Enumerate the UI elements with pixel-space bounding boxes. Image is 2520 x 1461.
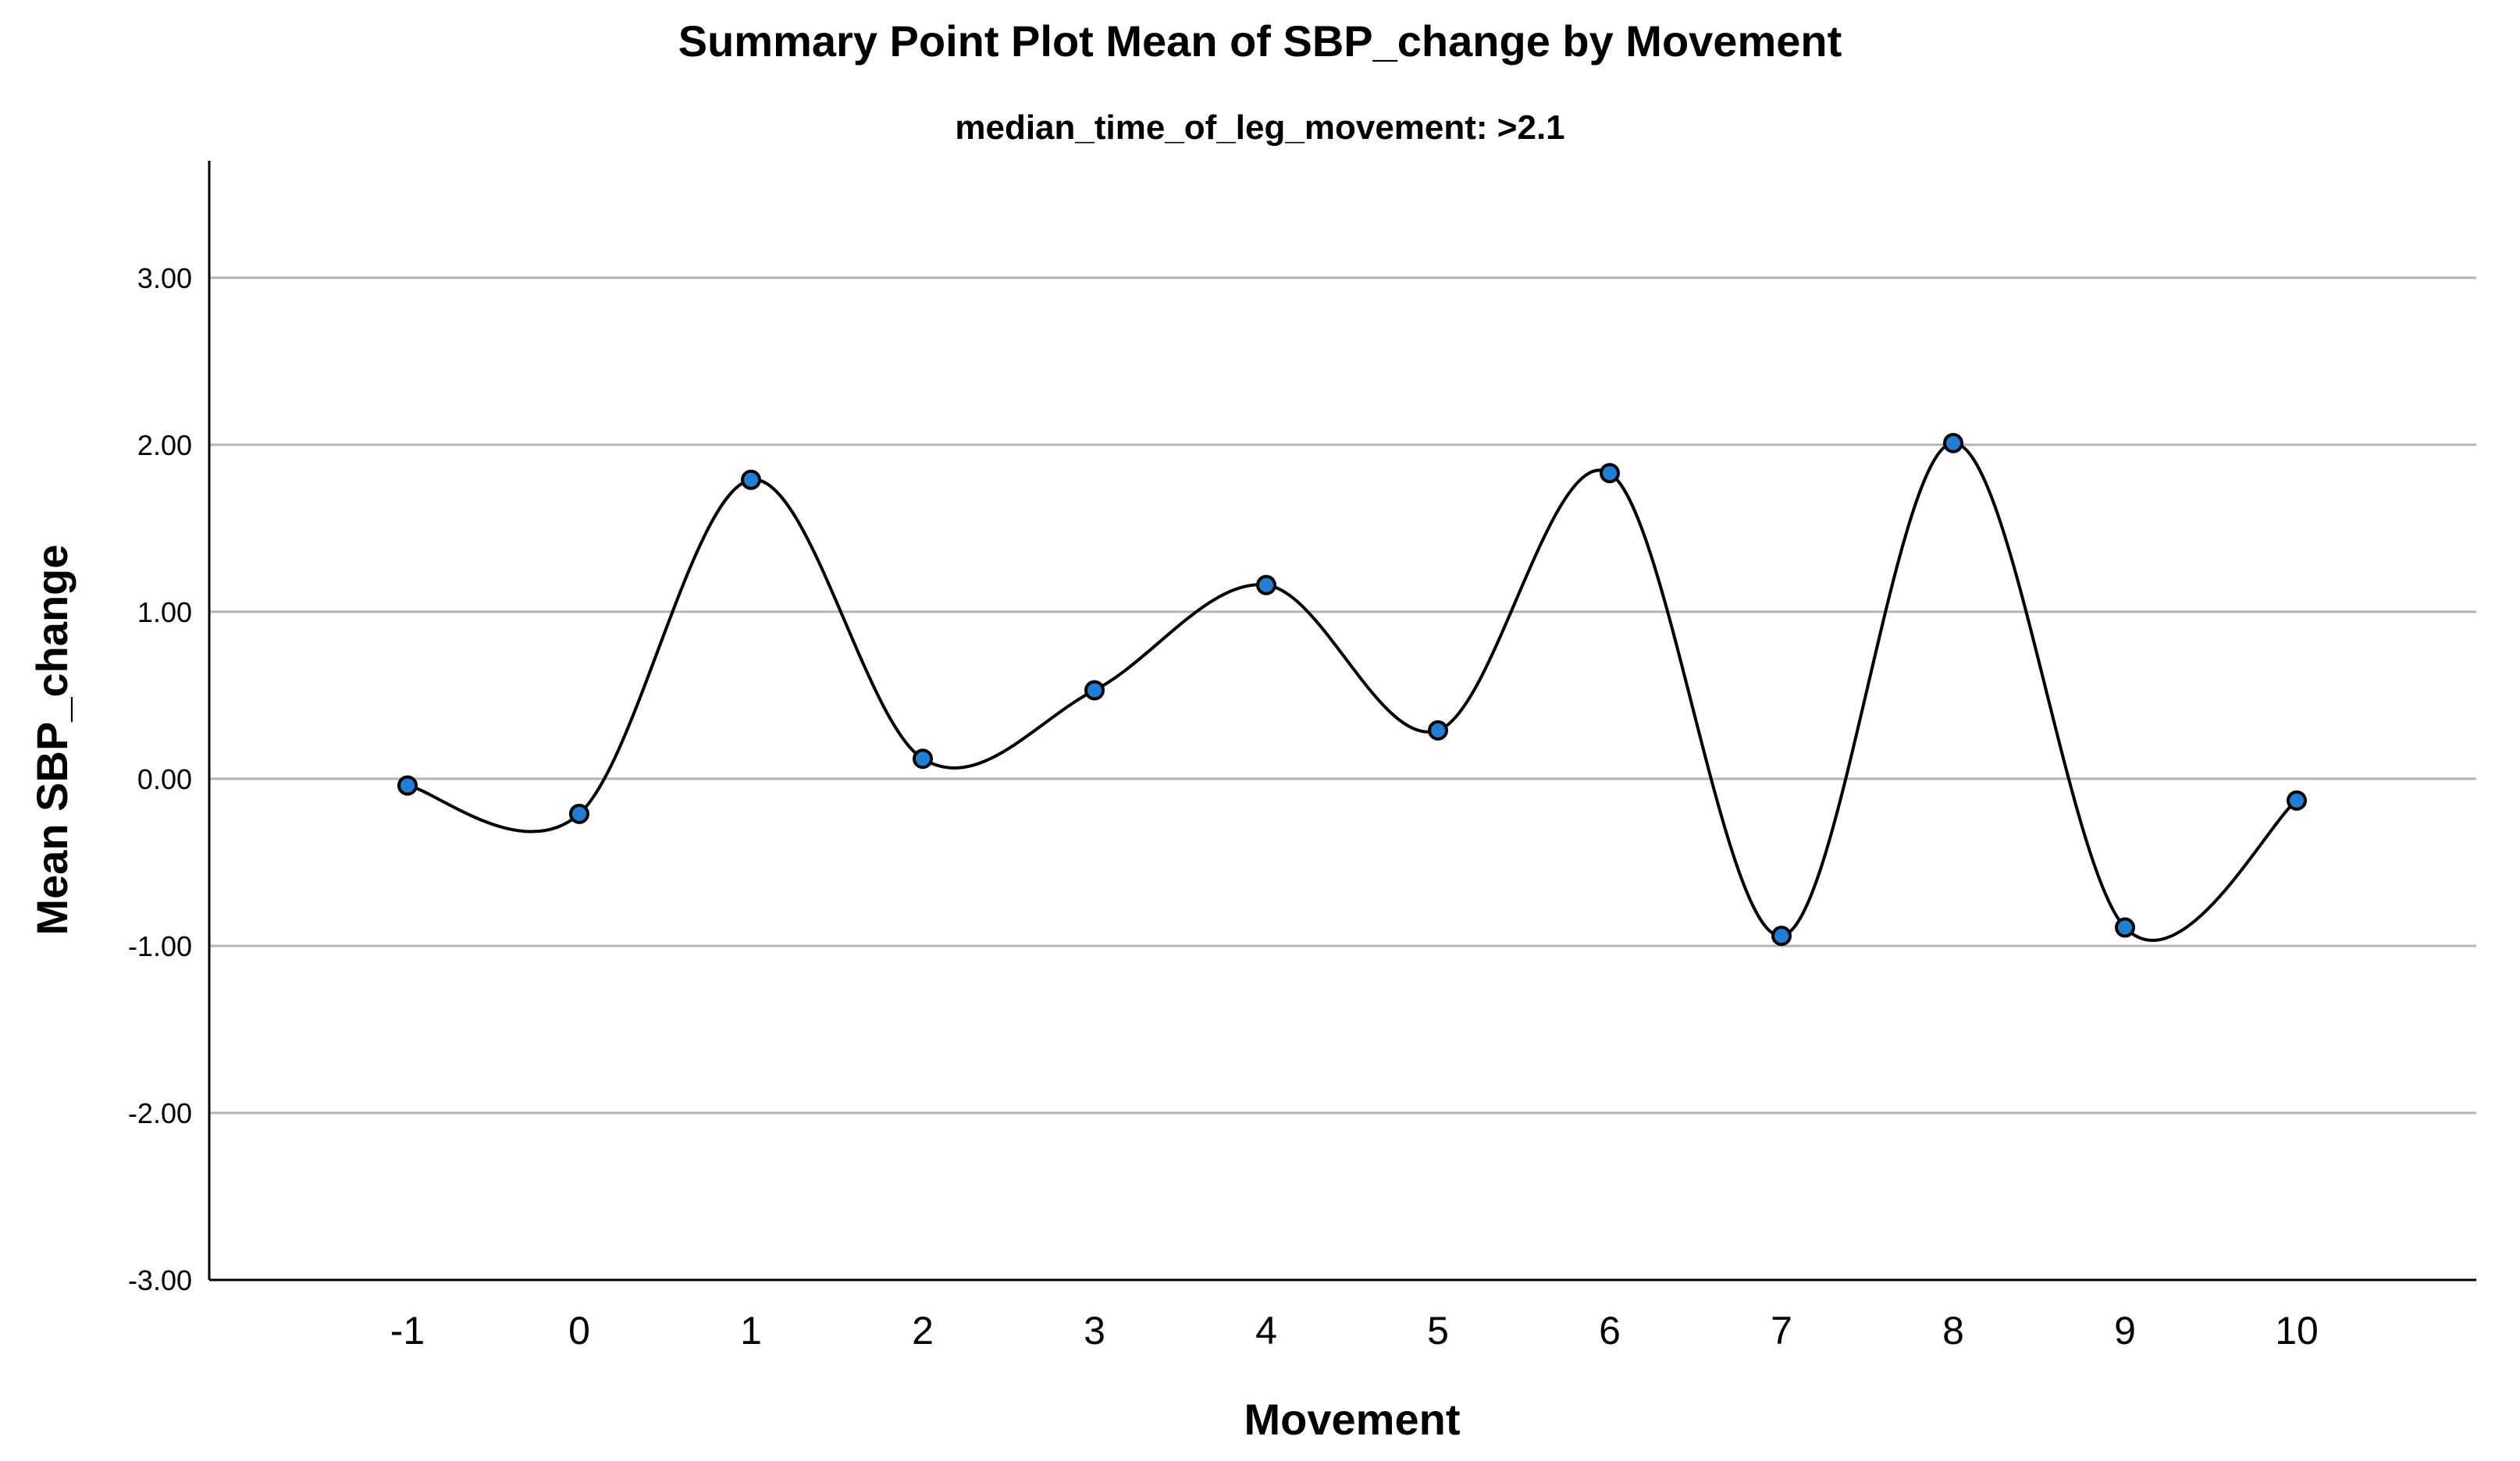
data-point	[1943, 432, 1963, 453]
y-tick-label: -1.00	[128, 930, 192, 962]
gridlines	[209, 276, 2476, 1114]
y-tick-label: -3.00	[128, 1264, 192, 1296]
y-tick-label: 1.00	[137, 596, 192, 628]
data-point	[1771, 926, 1792, 947]
data-point	[1084, 680, 1105, 701]
mean-line	[407, 441, 2298, 942]
data-point	[1428, 720, 1448, 741]
x-tick-label: 10	[2275, 1309, 2319, 1353]
x-tick-label: 0	[568, 1309, 590, 1353]
data-point	[1600, 463, 1620, 484]
x-tick-label: 6	[1599, 1309, 1621, 1353]
data-point	[397, 775, 418, 796]
x-tick-label: 7	[1771, 1309, 1792, 1353]
y-axis-title: Mean SBP_change	[27, 544, 77, 935]
x-tick-label: -1	[390, 1309, 425, 1353]
data-point	[1256, 574, 1276, 595]
x-tick-label: 4	[1255, 1309, 1277, 1353]
x-tick-label: 9	[2114, 1309, 2136, 1353]
y-tick-label: 0.00	[137, 763, 192, 795]
data-point	[741, 469, 761, 490]
y-tick-label: -2.00	[128, 1097, 192, 1129]
chart-subtitle: median_time_of_leg_movement: >2.1	[955, 108, 1564, 147]
chart-title: Summary Point Plot Mean of SBP_change by…	[678, 16, 1842, 66]
y-tick-label: 3.00	[137, 262, 192, 294]
x-tick-label: 5	[1427, 1309, 1449, 1353]
data-point	[2287, 790, 2307, 811]
data-point	[913, 748, 933, 770]
x-tick-label: 3	[1084, 1309, 1105, 1353]
x-tick-label: 1	[740, 1309, 762, 1353]
y-tick-labels: 3.00 2.00 1.00 0.00 -1.00 -2.00 -3.00	[128, 262, 192, 1296]
x-tick-labels: -1 0 1 2 3 4 5 6 7 8 9 10	[390, 1309, 2319, 1353]
y-tick-label: 2.00	[137, 429, 192, 461]
data-points	[397, 432, 2307, 947]
x-tick-label: 8	[1942, 1309, 1964, 1353]
x-tick-label: 2	[912, 1309, 934, 1353]
data-point	[569, 803, 589, 824]
x-axis-title: Movement	[1244, 1395, 1461, 1444]
data-point	[2115, 917, 2135, 938]
